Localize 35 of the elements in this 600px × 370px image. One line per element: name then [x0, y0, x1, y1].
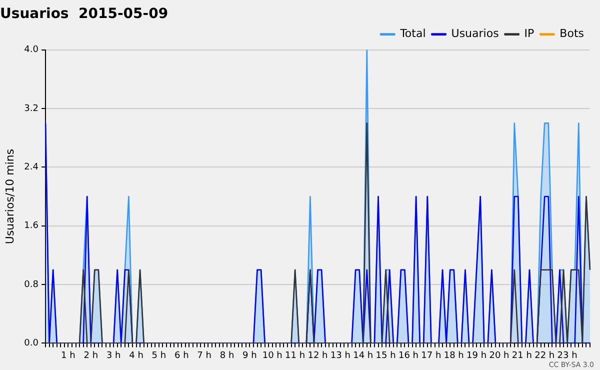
x-tick-label: 3 h	[106, 350, 121, 361]
x-tick-label: 11 h	[285, 350, 306, 361]
x-tick-label: 9 h	[242, 350, 257, 361]
x-tick-label: 13 h	[330, 350, 350, 361]
legend-label: Bots	[560, 27, 584, 40]
x-tick-label: 8 h	[220, 350, 234, 361]
x-tick-label: 5 h	[152, 350, 166, 361]
chart-title: Usuarios 2015-05-09	[0, 6, 168, 22]
x-tick-label: 14 h	[353, 350, 374, 361]
y-tick-label: 0.0	[24, 338, 39, 349]
legend-label: Usuarios	[451, 27, 500, 40]
legend-label: IP	[524, 27, 535, 40]
y-tick-label: 2.4	[24, 162, 39, 173]
x-tick-label: 12 h	[308, 350, 328, 361]
x-tick-label: 15 h	[376, 350, 396, 361]
x-tick-label: 18 h	[444, 350, 464, 361]
x-tick-label: 22 h	[534, 350, 555, 361]
x-tick-label: 4 h	[129, 350, 144, 361]
y-axis-title: Usuarios/10 mins	[3, 148, 16, 244]
x-tick-label: 23 h	[557, 350, 578, 361]
y-tick-label: 0.8	[24, 280, 39, 290]
x-tick-label: 7 h	[197, 350, 212, 361]
x-tick-label: 20 h	[489, 350, 510, 361]
x-tick-label: 10 h	[262, 350, 282, 361]
x-tick-label: 1 h	[61, 350, 76, 361]
x-tick-label: 16 h	[398, 350, 419, 361]
x-tick-label: 17 h	[421, 350, 442, 361]
y-tick-label: 3.2	[24, 104, 39, 114]
y-tick-label: 4.0	[24, 45, 39, 56]
x-tick-label: 21 h	[512, 350, 532, 361]
y-tick-label: 1.6	[24, 221, 39, 232]
x-tick-label: 6 h	[174, 350, 189, 361]
x-tick-label: 2 h	[84, 350, 98, 361]
legend-label: Total	[399, 27, 426, 40]
x-tick-label: 19 h	[466, 350, 487, 361]
